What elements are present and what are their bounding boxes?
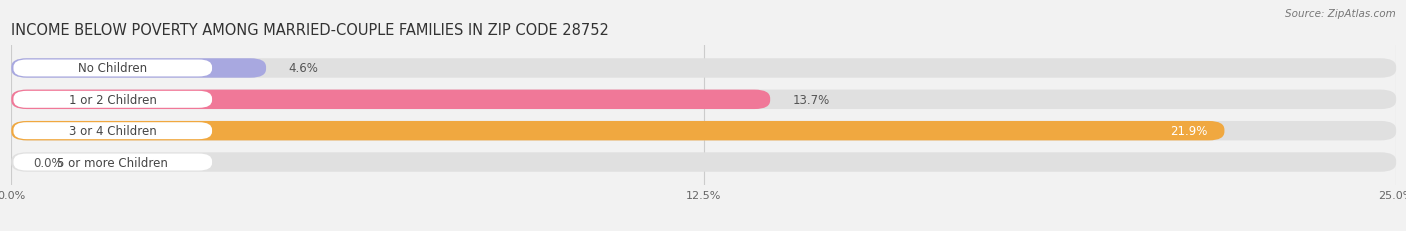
Text: 5 or more Children: 5 or more Children	[58, 156, 169, 169]
Text: Source: ZipAtlas.com: Source: ZipAtlas.com	[1285, 9, 1396, 19]
Text: INCOME BELOW POVERTY AMONG MARRIED-COUPLE FAMILIES IN ZIP CODE 28752: INCOME BELOW POVERTY AMONG MARRIED-COUPL…	[11, 23, 609, 38]
FancyBboxPatch shape	[11, 59, 266, 78]
Text: No Children: No Children	[79, 62, 148, 75]
Text: 3 or 4 Children: 3 or 4 Children	[69, 125, 156, 138]
Text: 1 or 2 Children: 1 or 2 Children	[69, 93, 156, 106]
Text: 13.7%: 13.7%	[793, 93, 830, 106]
Text: 4.6%: 4.6%	[288, 62, 318, 75]
FancyBboxPatch shape	[14, 154, 212, 171]
FancyBboxPatch shape	[11, 122, 1225, 141]
FancyBboxPatch shape	[11, 153, 1396, 172]
FancyBboxPatch shape	[11, 90, 770, 109]
FancyBboxPatch shape	[11, 59, 1396, 78]
FancyBboxPatch shape	[11, 90, 1396, 109]
FancyBboxPatch shape	[14, 91, 212, 108]
FancyBboxPatch shape	[14, 123, 212, 140]
FancyBboxPatch shape	[14, 60, 212, 77]
Text: 21.9%: 21.9%	[1170, 125, 1208, 138]
Text: 0.0%: 0.0%	[34, 156, 63, 169]
FancyBboxPatch shape	[11, 122, 1396, 141]
